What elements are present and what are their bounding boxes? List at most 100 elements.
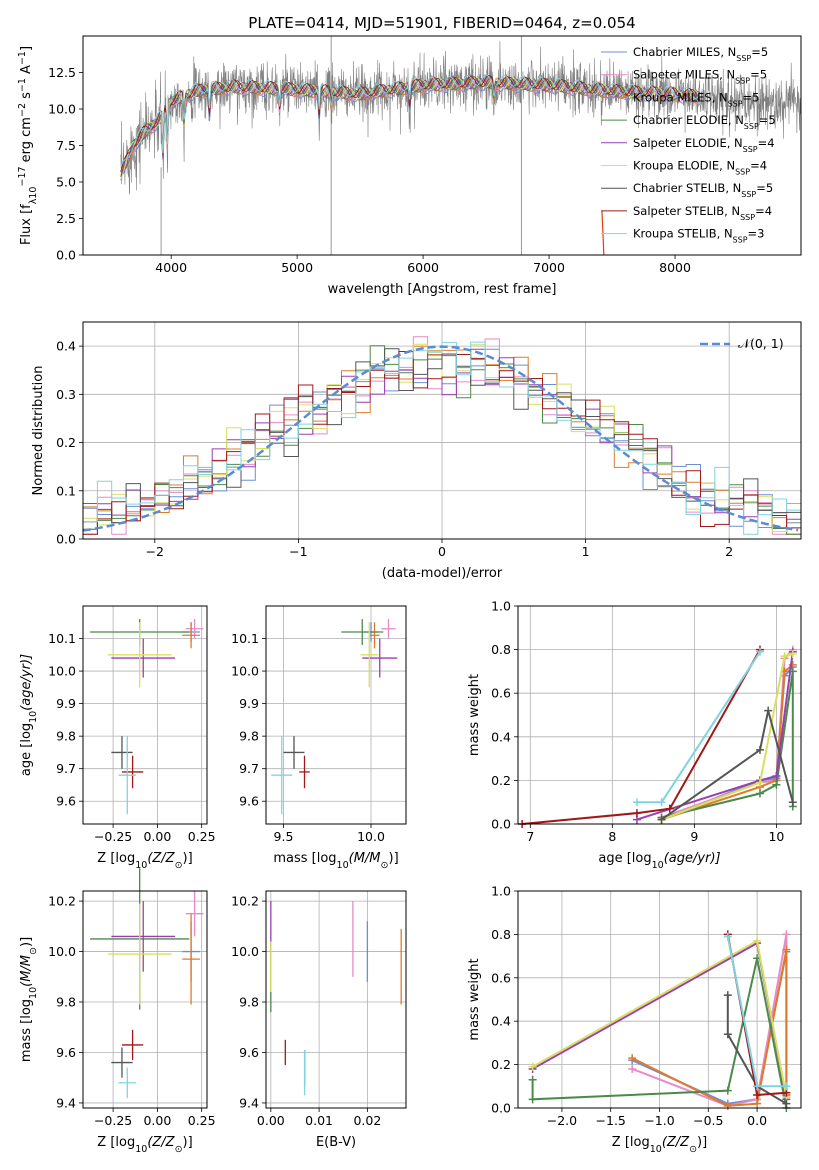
plot-area-age-vs-Z (90, 619, 204, 815)
series-line (522, 649, 761, 825)
label-part: 10 (652, 860, 664, 871)
label-part: )] (389, 851, 399, 866)
y-tick-label: 0.1 (56, 483, 76, 498)
x-tick-label: 7000 (533, 260, 565, 275)
y-tick-label: 12.5 (48, 65, 76, 80)
series-line (661, 648, 794, 819)
series-marker (657, 815, 666, 824)
label-part: Flux [f (19, 204, 34, 245)
x-tick-label: 10.0 (357, 829, 385, 844)
label-part: age [log (598, 851, 651, 866)
x-tick-label: −2 (146, 544, 164, 559)
series-marker (632, 809, 641, 818)
y-tick-label: 0.2 (491, 1057, 511, 1072)
label-part: SSP (728, 99, 743, 108)
x-tick-label: −0.5 (693, 1113, 723, 1128)
label-part: (age/yr)] (664, 851, 721, 866)
axes-frame (265, 890, 407, 1109)
y-axis-label: mass weight (467, 674, 482, 756)
label-part: =4 (758, 136, 775, 150)
x-axis-label: mass [log10(M/M⊙)] (273, 851, 398, 871)
label-part: N (735, 113, 744, 127)
label-part: =5 (759, 113, 776, 127)
label-part: 10 (28, 711, 39, 723)
legend-entry: Chabrier MILES, NSSP=5 (633, 45, 768, 63)
series-marker (772, 780, 781, 789)
label-part: 10 (28, 187, 39, 199)
series-marker (755, 778, 764, 787)
x-tick-label: 10 (768, 829, 784, 844)
panel-mass-vs-ebv: 0.00 0.01 0.02 9.4 9.6 9.8 10.0 10.2 E(B-V) (231, 890, 407, 1150)
label-part: )] (183, 851, 193, 866)
y-tick-label: 10.1 (48, 631, 76, 646)
label-part: age [log (19, 723, 34, 776)
y-tick-label: 0.4 (56, 339, 76, 354)
series-marker (782, 930, 791, 939)
axes-frame (82, 890, 208, 1109)
label-part: Z [log (97, 851, 135, 866)
residual-histogram (83, 348, 801, 530)
x-tick-label: 0.00 (143, 1113, 171, 1128)
label-part: ⊙ (175, 1144, 183, 1155)
label-part: N (733, 181, 742, 195)
series-marker (723, 932, 732, 941)
x-axis-label: Z [log10(Z/Z⊙)] (97, 851, 192, 871)
legend-entry: 𝒩(0, 1) (738, 336, 784, 351)
y-tick-label: 9.6 (56, 794, 76, 809)
label-part: Normed distribution (31, 366, 46, 496)
series-line (726, 995, 787, 1105)
x-axis-label: Z [log10(Z/Z⊙)] (612, 1135, 707, 1155)
series-marker (753, 1082, 762, 1091)
plot-area-massweight-vs-Z (528, 930, 791, 1112)
label-part: ⊙ (689, 1144, 697, 1155)
x-tick-label: 6000 (407, 260, 439, 275)
label-part: mass [log (273, 851, 336, 866)
x-tick-label: 0.02 (353, 1113, 381, 1128)
label-part: −2 (17, 103, 28, 117)
label-part: erg cm (19, 117, 34, 166)
label-part: ⊙ (381, 860, 389, 871)
x-axis-label: age [log10(age/yr)] (598, 851, 720, 871)
label-part: Kroupa ELODIE (633, 159, 719, 173)
series-marker (628, 1054, 637, 1063)
series-marker (755, 745, 764, 754)
y-tick-label: 9.4 (56, 1095, 76, 1110)
label-part: SSP (743, 144, 758, 153)
label-part: , (724, 204, 731, 218)
label-part: , (720, 45, 727, 59)
series-marker (528, 1062, 537, 1071)
label-part: )] (697, 1135, 707, 1150)
label-part: ] (19, 46, 34, 51)
x-axis-label: E(B-V) (316, 1135, 356, 1150)
panel-mass-vs-Z: −0.25 0.00 0.259.49.69.810.010.2Z [log10(Z… (19, 868, 216, 1155)
series-line (631, 934, 788, 1107)
y-tick-label: 9.4 (239, 1095, 259, 1110)
x-tick-label: −2.0 (547, 1113, 577, 1128)
series-marker (788, 798, 797, 807)
x-tick-label: 7 (526, 829, 534, 844)
label-part: =5 (751, 45, 768, 59)
y-tick-label: 9.6 (239, 1045, 259, 1060)
y-tick-label: 0.2 (491, 773, 511, 788)
series-marker (755, 647, 764, 656)
label-part: (Z/Z (662, 1135, 690, 1150)
x-tick-label: 1 (582, 544, 590, 559)
label-part: SSP (736, 54, 751, 63)
series-marker (782, 1099, 791, 1108)
label-part: , (719, 68, 726, 82)
label-part: 10 (337, 860, 349, 871)
series-marker (753, 1099, 762, 1108)
y-axis-label: mass [log10(M/M⊙)] (19, 937, 39, 1062)
y-tick-label: 0.4 (491, 1014, 511, 1029)
y-tick-label: 9.9 (56, 696, 76, 711)
y-axis-label: mass weight (467, 958, 482, 1040)
label-part: E(B-V) (316, 1135, 356, 1150)
y-tick-label: 0.8 (491, 927, 511, 942)
residual-histogram (83, 351, 801, 535)
label-part: Kroupa MILES (633, 90, 712, 104)
label-part: N (719, 90, 728, 104)
x-tick-label: −0.25 (94, 829, 132, 844)
y-tick-label: 9.8 (239, 729, 259, 744)
